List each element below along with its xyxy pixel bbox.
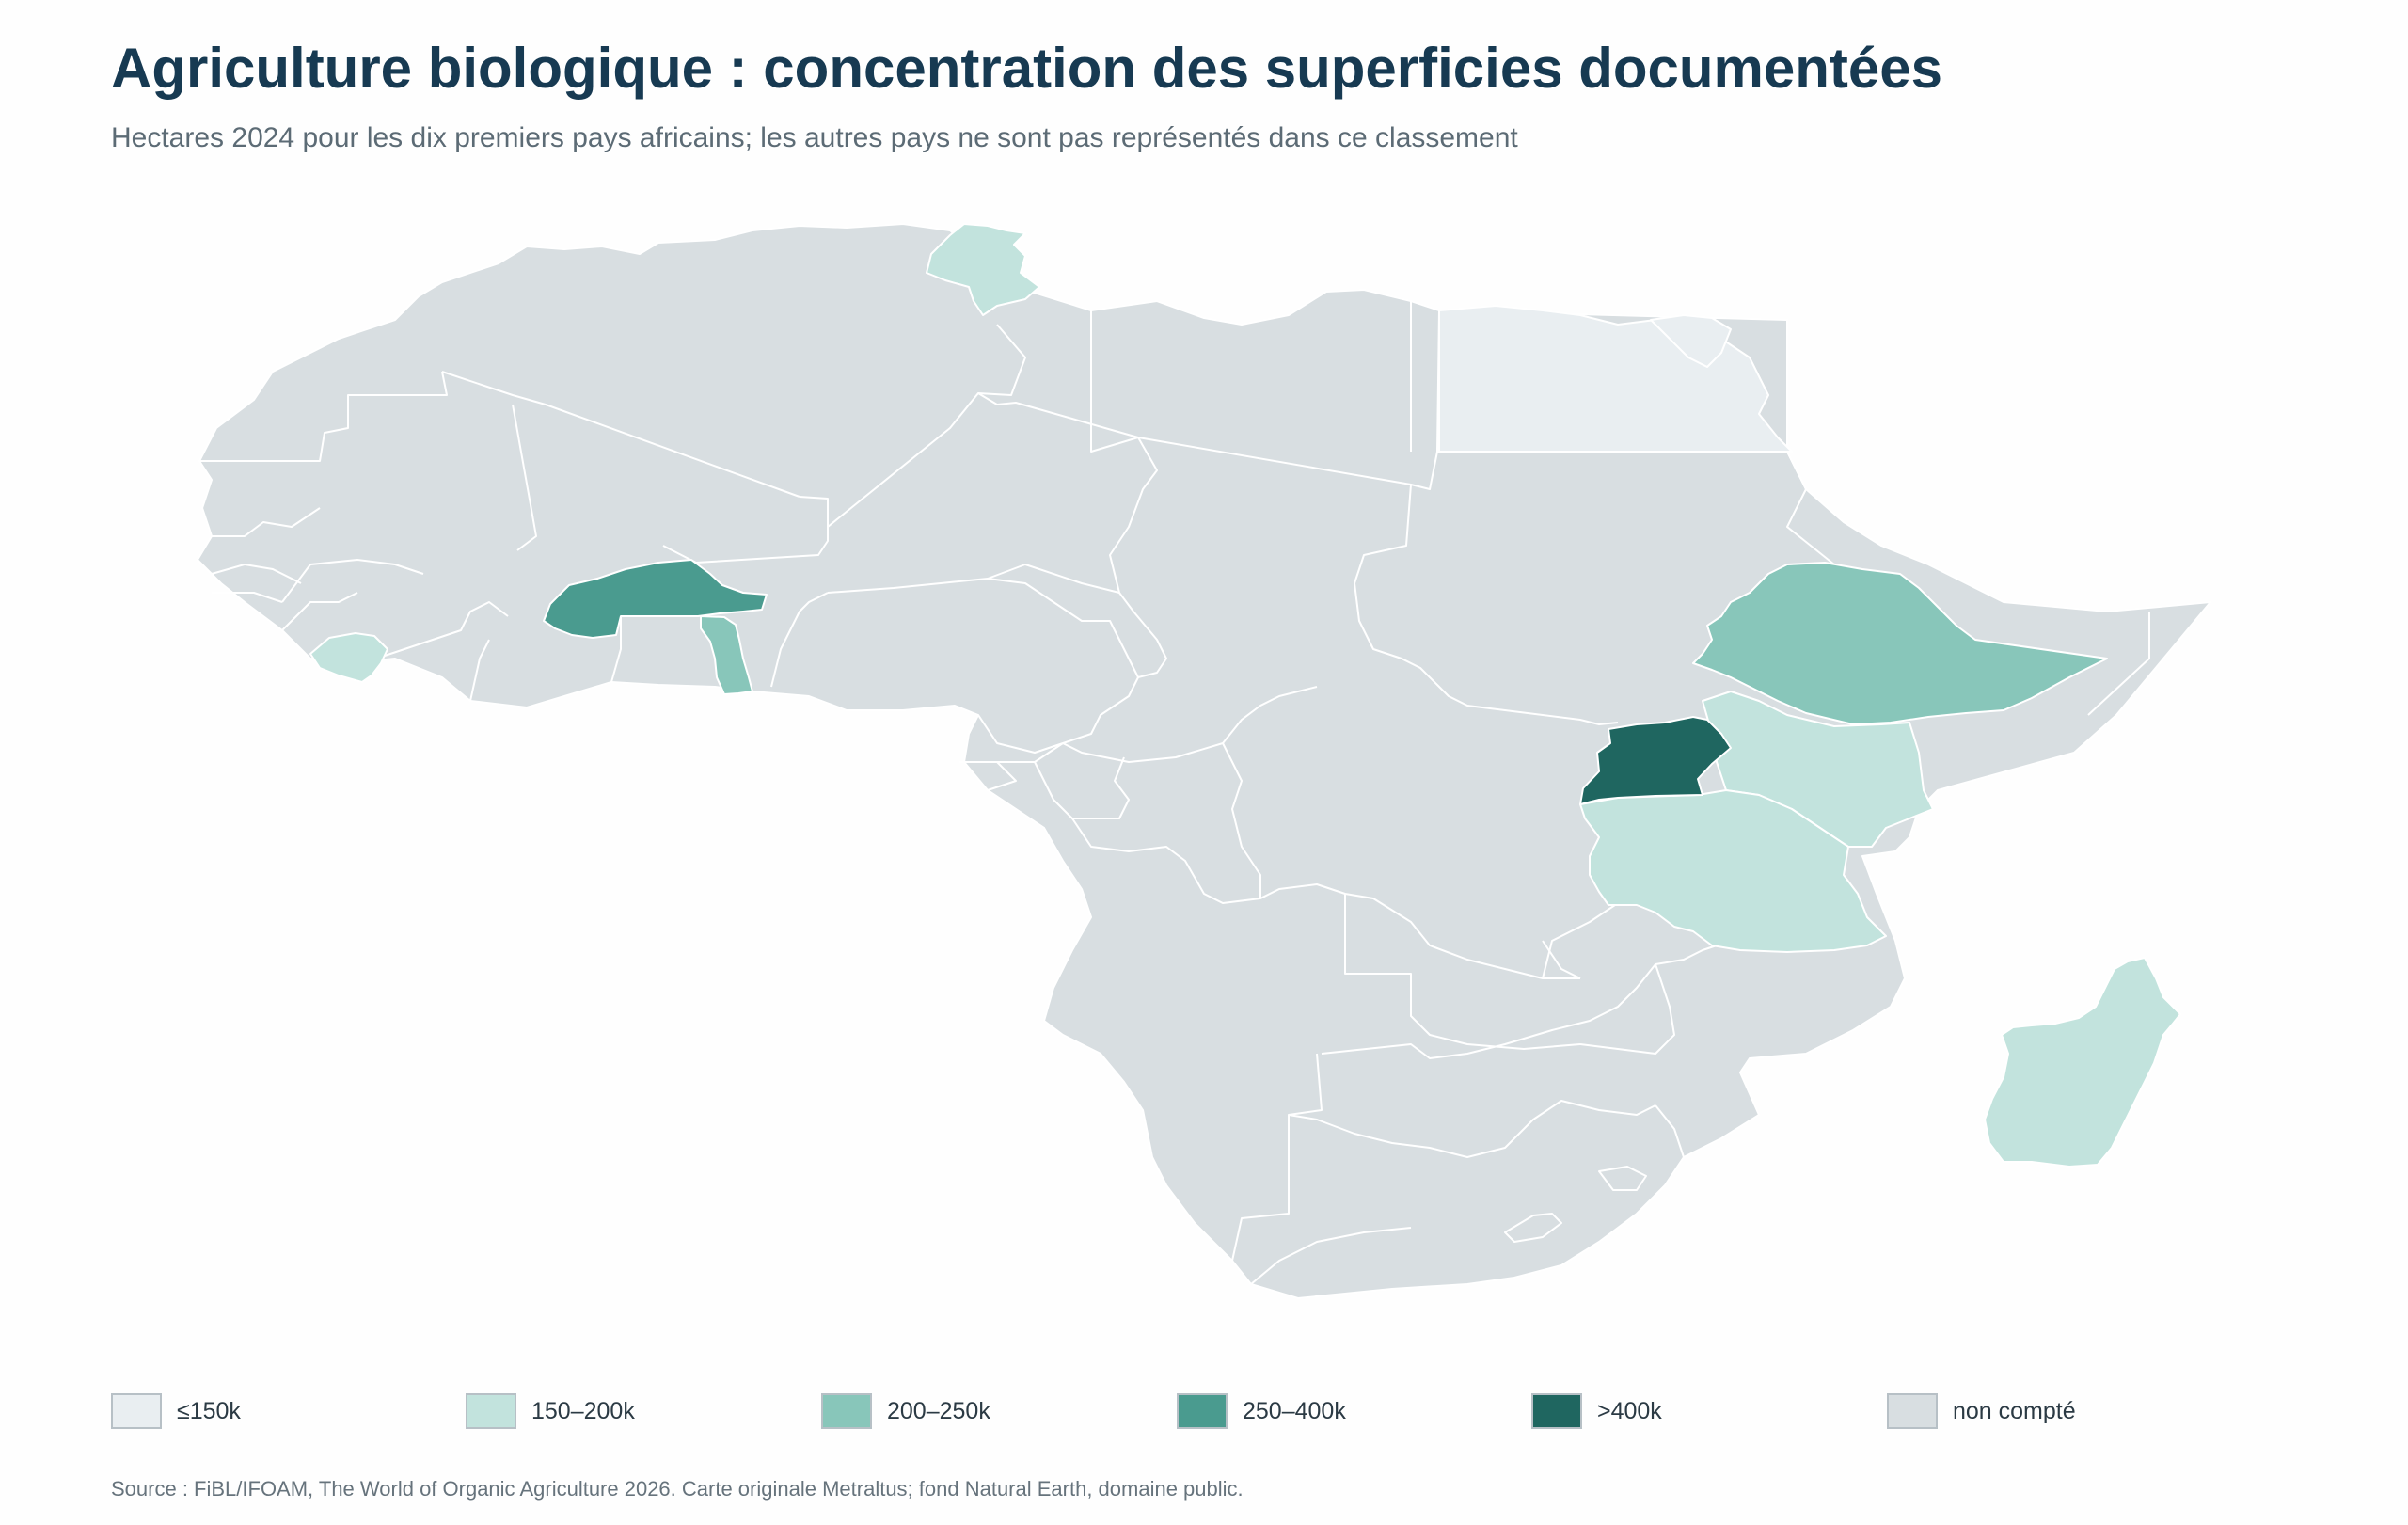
map-subtitle: Hectares 2024 pour les dix premiers pays… <box>111 122 1518 153</box>
legend-item-non-compte: non compté <box>1887 1390 2076 1432</box>
legend-label: non compté <box>1953 1397 2076 1424</box>
country-burkina-faso <box>543 559 768 639</box>
africa-map <box>197 223 2211 1299</box>
legend-swatch <box>466 1393 516 1429</box>
legend-label: 250–400k <box>1243 1397 1346 1424</box>
country-madagascar <box>1984 957 2181 1168</box>
country-sierra-leone <box>309 632 388 683</box>
legend-item-le150k: ≤150k <box>111 1390 241 1432</box>
continent-base <box>197 223 2211 1299</box>
country-tunisia <box>926 223 1040 316</box>
map-legend: ≤150k 150–200k 200–250k 250–400k >400k n… <box>0 1390 2408 1432</box>
country-togo <box>700 615 753 695</box>
legend-item-200-250k: 200–250k <box>821 1390 990 1432</box>
country-egypt-sinai <box>1650 314 1732 368</box>
legend-item-250-400k: 250–400k <box>1177 1390 1346 1432</box>
country-ethiopia <box>1692 562 2108 725</box>
country-tanzania <box>1579 789 1887 953</box>
legend-item-gt400k: >400k <box>1531 1390 1662 1432</box>
legend-label: 200–250k <box>887 1397 990 1424</box>
legend-label: >400k <box>1597 1397 1662 1424</box>
legend-item-150-200k: 150–200k <box>466 1390 635 1432</box>
legend-swatch <box>821 1393 872 1429</box>
source-note: Source : FiBL/IFOAM, The World of Organi… <box>111 1477 1244 1501</box>
legend-swatch <box>111 1393 162 1429</box>
legend-label: ≤150k <box>177 1397 241 1424</box>
country-uganda <box>1579 716 1732 805</box>
legend-label: 150–200k <box>531 1397 635 1424</box>
legend-swatch <box>1887 1393 1938 1429</box>
legend-swatch <box>1177 1393 1228 1429</box>
legend-swatch <box>1531 1393 1582 1429</box>
map-title: Agriculture biologique : concentration d… <box>111 37 1943 100</box>
